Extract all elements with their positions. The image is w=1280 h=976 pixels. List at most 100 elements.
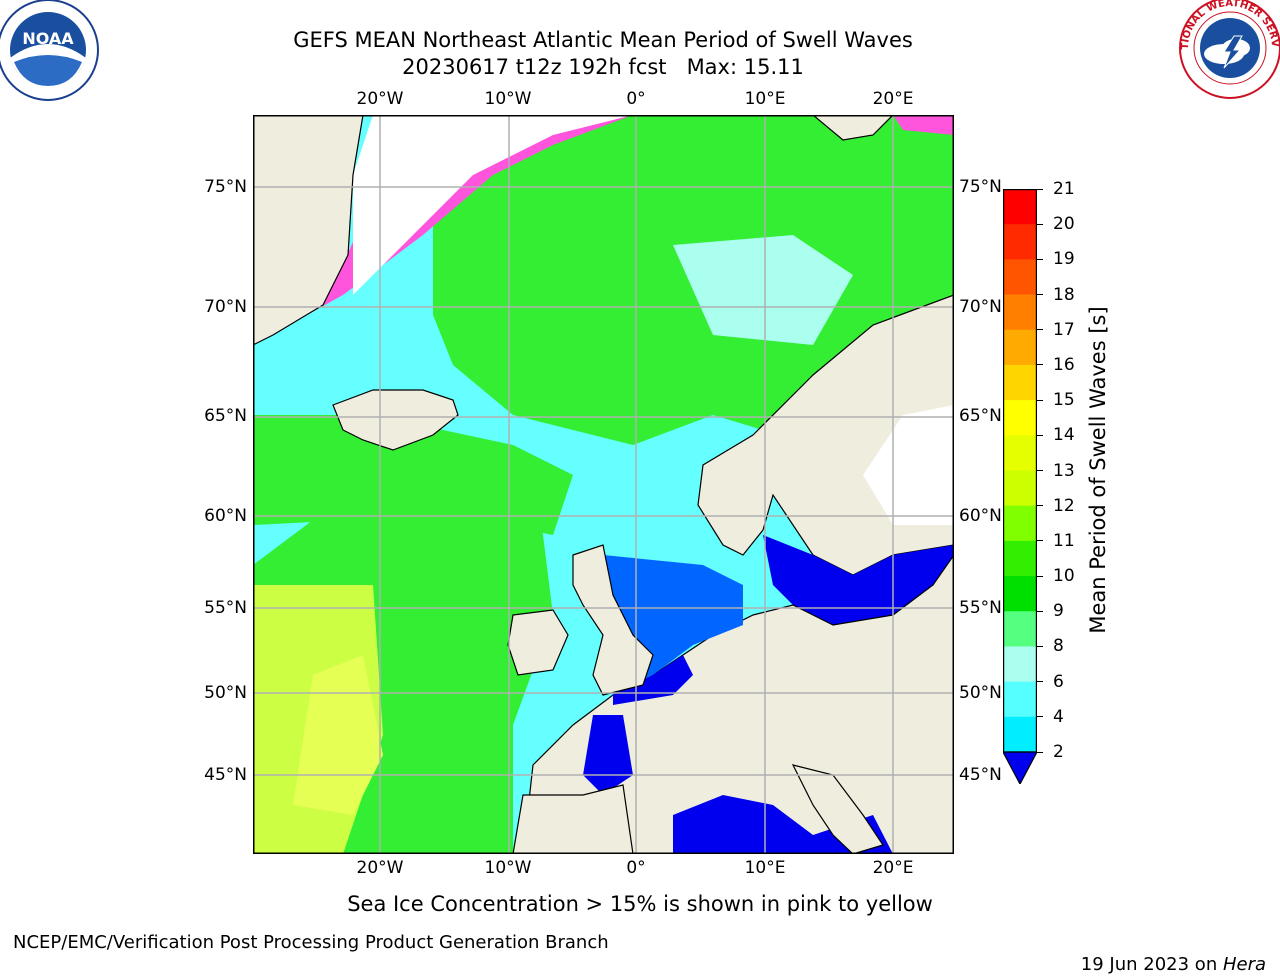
lat-label-left-50n: 50°N — [204, 683, 247, 703]
colorbar-graphic — [1002, 189, 1038, 786]
colorbar-tick-label: 19 — [1053, 249, 1075, 270]
colorbar-segment — [1003, 189, 1037, 225]
lat-label-left-45n: 45°N — [204, 765, 247, 785]
colorbar-tick-mark — [1037, 329, 1043, 331]
lat-label-left-55n: 55°N — [204, 598, 247, 618]
colorbar-label: Mean Period of Swell Waves [s] — [1086, 306, 1110, 634]
swell-zone-light — [673, 235, 853, 345]
lon-label-bottom-10w: 10°W — [484, 858, 532, 878]
lat-label-left-70n: 70°N — [204, 297, 247, 317]
colorbar-segment — [1003, 470, 1037, 507]
colorbar-tick-mark — [1037, 364, 1043, 366]
colorbar-tick-label: 8 — [1053, 636, 1064, 657]
lon-label-top-20e: 20°E — [872, 89, 914, 109]
ice-bothnia — [863, 405, 954, 525]
colorbar-tick-label: 17 — [1053, 319, 1075, 340]
land-iberia — [512, 784, 634, 855]
colorbar-tick-label: 6 — [1053, 671, 1064, 692]
baltic-swell — [763, 535, 954, 625]
chart-title: GEFS MEAN Northeast Atlantic Mean Period… — [293, 28, 913, 52]
colorbar-tick-mark — [1037, 434, 1043, 436]
colorbar-tick-label: 11 — [1053, 530, 1075, 551]
colorbar-segment — [1003, 716, 1037, 753]
colorbar-segment — [1003, 224, 1037, 260]
map-frame — [253, 115, 954, 854]
colorbar-segment — [1003, 400, 1037, 436]
colorbar-tick-mark — [1037, 399, 1043, 401]
lat-label-right-65n: 65°N — [959, 406, 1002, 426]
land-great-britain — [572, 544, 654, 696]
sea-ice-pink — [253, 115, 633, 345]
lat-label-right-60n: 60°N — [959, 506, 1002, 526]
colorbar-tick-mark — [1037, 223, 1043, 225]
land-ireland — [507, 609, 569, 676]
lon-label-bottom-0: 0° — [626, 858, 646, 878]
colorbar-segment — [1003, 576, 1037, 612]
colorbar-tick-mark — [1037, 540, 1043, 542]
colorbar-segment — [1003, 646, 1037, 683]
lon-label-top-0: 0° — [626, 89, 646, 109]
lon-label-top-10w: 10°W — [484, 89, 532, 109]
lon-label-top-10e: 10°E — [744, 89, 786, 109]
colorbar-tick-mark — [1037, 751, 1043, 753]
colorbar-segment — [1003, 505, 1037, 542]
colorbar-tick-mark — [1037, 645, 1043, 647]
colorbar-tick-mark — [1037, 188, 1043, 190]
footer-date: 19 Jun 2023 on Hera — [1069, 932, 1266, 976]
lat-label-right-50n: 50°N — [959, 683, 1002, 703]
colorbar-tick-mark — [1037, 716, 1043, 718]
colorbar-tick-mark — [1037, 470, 1043, 471]
colorbar-frame — [1003, 189, 1037, 753]
lat-label-right-75n: 75°N — [959, 177, 1002, 197]
colorbar-tick-label: 18 — [1053, 284, 1075, 305]
svg-text:NOAA: NOAA — [22, 29, 74, 48]
colorbar — [1002, 189, 1038, 786]
colorbar-tick-label: 16 — [1053, 354, 1075, 375]
colorbar-tick-mark — [1037, 575, 1043, 577]
colorbar-segment — [1003, 259, 1037, 296]
colorbar-under-triangle — [1002, 751, 1038, 786]
colorbar-segment — [1003, 364, 1037, 401]
lat-label-left-75n: 75°N — [204, 177, 247, 197]
chart-subtitle: 20230617 t12z 192h fcst Max: 15.11 — [402, 55, 804, 79]
map-panel — [252, 114, 955, 855]
colorbar-tick-label: 13 — [1053, 460, 1075, 481]
lat-label-right-55n: 55°N — [959, 598, 1002, 618]
colorbar-tick-mark — [1037, 610, 1043, 612]
land-greenland — [252, 114, 364, 346]
colorbar-tick-label: 20 — [1053, 214, 1075, 235]
sea-ice-white — [353, 115, 633, 295]
colorbar-tick-label: 14 — [1053, 425, 1075, 446]
colorbar-tick-mark — [1037, 258, 1043, 260]
land-iceland — [332, 389, 459, 451]
colorbar-tick-label: 10 — [1053, 566, 1075, 587]
lat-label-left-65n: 65°N — [204, 406, 247, 426]
sea-ice-note: Sea Ice Concentration > 15% is shown in … — [347, 892, 933, 916]
sea-ice-pink-east — [893, 115, 954, 135]
colorbar-tick-mark — [1037, 505, 1043, 507]
colorbar-tick-label: 9 — [1053, 601, 1064, 622]
land-italy — [791, 764, 884, 855]
noaa-logo: NOAA — [0, 0, 102, 108]
footer-machine: Hera — [1222, 954, 1266, 975]
colorbar-segment — [1003, 294, 1037, 331]
lon-label-top-20w: 20°W — [356, 89, 404, 109]
colorbar-tick-label: 4 — [1053, 706, 1064, 727]
colorbar-tick-mark — [1037, 294, 1043, 296]
graticule — [253, 115, 954, 854]
lon-label-bottom-20w: 20°W — [356, 858, 404, 878]
colorbar-tick-mark — [1037, 681, 1043, 683]
colorbar-segment — [1003, 540, 1037, 577]
colorbar-tick-label: 21 — [1053, 179, 1075, 199]
lat-label-right-45n: 45°N — [959, 765, 1002, 785]
lat-label-right-70n: 70°N — [959, 297, 1002, 317]
colorbar-segment — [1003, 435, 1037, 471]
footer-branch: NCEP/EMC/Verification Post Processing Pr… — [13, 932, 609, 953]
colorbar-tick-label: 2 — [1053, 742, 1064, 762]
colorbar-segment — [1003, 681, 1037, 718]
colorbar-segment — [1003, 329, 1037, 366]
nws-logo: NATIONAL WEATHER SERVICE — [1172, 0, 1280, 106]
lat-label-left-60n: 60°N — [204, 506, 247, 526]
colorbar-tick-label: 12 — [1053, 495, 1075, 516]
footer-date-text: 19 Jun 2023 on — [1080, 954, 1223, 975]
